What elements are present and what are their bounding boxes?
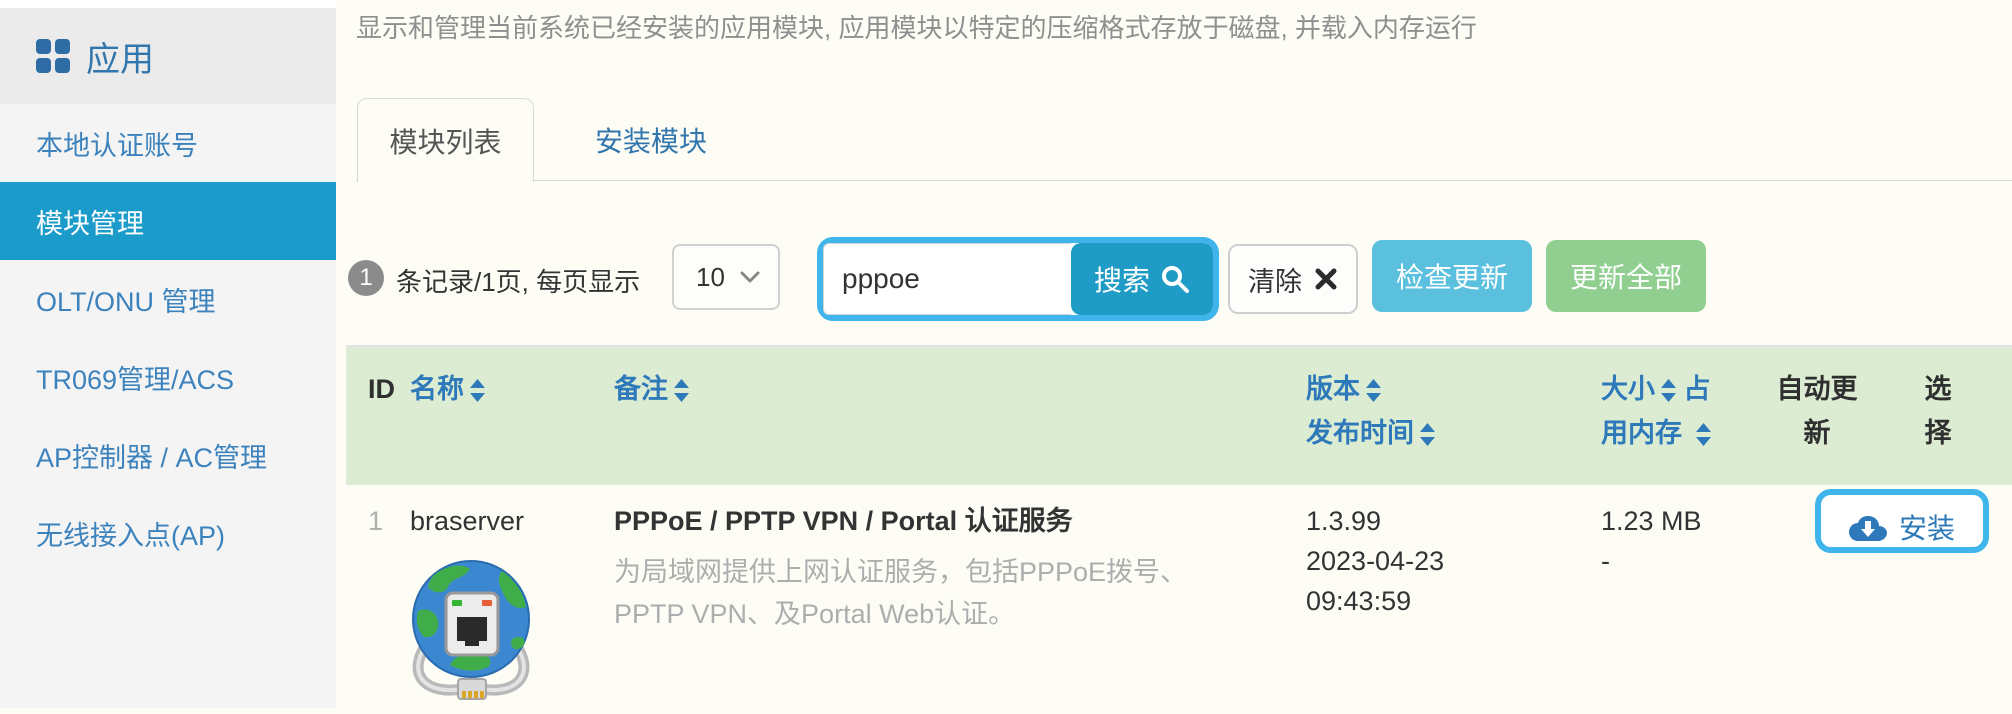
sort-icon <box>470 378 485 402</box>
sort-icon <box>1661 378 1676 402</box>
cell-version: 1.3.99 2023-04-23 09:43:59 <box>1306 485 1601 714</box>
sidebar-title: 应用 <box>86 40 154 79</box>
sidebar-menu: 本地认证账号 模块管理 OLT/ONU 管理 TR069管理/ACS AP控制器… <box>0 104 336 572</box>
tab-install-module[interactable]: 安装模块 <box>594 125 707 157</box>
column-header-remark: 备注 <box>614 347 1306 485</box>
search-button[interactable]: 搜索 <box>1071 243 1213 315</box>
page-description: 显示和管理当前系统已经安装的应用模块, 应用模块以特定的压缩格式存放于磁盘, 并… <box>356 13 1477 43</box>
module-table: ID 名称 备注 版本 发布时间 大小 占用内存 自动更新 <box>346 345 2012 707</box>
check-update-button[interactable]: 检查更新 <box>1372 240 1532 312</box>
cloud-download-icon <box>1848 516 1887 541</box>
column-header-select: 选择 <box>1924 374 1952 448</box>
cell-id: 1 <box>368 506 384 536</box>
search-input[interactable] <box>823 243 1071 315</box>
sidebar-top-strip <box>0 0 336 8</box>
toolbar: 1 条记录/1页, 每页显示 10 搜索 清除 <box>336 236 2012 326</box>
cell-size: 1.23 MB - <box>1601 485 1773 714</box>
sidebar-header: 应用 <box>0 8 336 104</box>
sidebar-item-local-auth-accounts[interactable]: 本地认证账号 <box>36 130 198 161</box>
tabs-bottom-border <box>356 180 2012 181</box>
module-release-time: 09:43:59 <box>1306 586 1412 616</box>
module-release-date: 2023-04-23 <box>1306 546 1445 576</box>
sidebar: 应用 本地认证账号 模块管理 OLT/ONU 管理 TR069管理/ACS AP… <box>0 0 336 708</box>
record-count-text: 条记录/1页, 每页显示 <box>396 267 641 297</box>
sort-remark[interactable]: 备注 <box>614 374 689 404</box>
sidebar-item-ap-controller[interactable]: AP控制器 / AC管理 <box>36 442 268 473</box>
table-row: 1 braserver <box>346 485 2012 707</box>
clear-button[interactable]: 清除 <box>1228 244 1358 314</box>
cell-remark: PPPoE / PPTP VPN / Portal 认证服务 为局域网提供上网认… <box>614 485 1306 714</box>
apps-grid-icon <box>36 39 70 73</box>
sidebar-item-module-management[interactable]: 模块管理 <box>0 182 336 260</box>
module-title: PPPoE / PPTP VPN / Portal 认证服务 <box>614 506 1073 536</box>
globe-network-icon <box>412 560 530 700</box>
sort-release-time[interactable]: 发布时间 <box>1306 418 1435 448</box>
page-size-select[interactable]: 10 <box>672 244 780 310</box>
record-count-badge: 1 <box>348 260 384 296</box>
column-header-size: 大小 占用内存 <box>1601 347 1773 485</box>
sidebar-item-olt-onu[interactable]: OLT/ONU 管理 <box>36 286 216 317</box>
module-description: 为局域网提供上网认证服务，包括PPPoE拨号、PPTP VPN、及Portal … <box>614 557 1188 629</box>
install-button[interactable]: 安装 <box>1815 489 1989 553</box>
install-button-label: 安装 <box>1898 513 1955 544</box>
search-icon <box>1162 266 1189 293</box>
sort-version[interactable]: 版本 <box>1306 374 1381 404</box>
column-header-version: 版本 发布时间 <box>1306 347 1601 485</box>
sort-icon <box>674 378 689 402</box>
sort-name[interactable]: 名称 <box>410 374 485 404</box>
page-size-value: 10 <box>696 261 725 292</box>
sort-size-memory[interactable]: 大小 占用内存 <box>1601 374 1711 448</box>
column-header-id: ID <box>368 374 395 404</box>
sort-icon <box>1695 422 1711 446</box>
sidebar-item-wireless-ap[interactable]: 无线接入点(AP) <box>36 520 225 551</box>
cell-name: braserver <box>410 485 614 714</box>
tab-module-list[interactable]: 模块列表 <box>357 98 534 182</box>
column-header-auto-update: 自动更新 <box>1776 374 1858 448</box>
update-all-button[interactable]: 更新全部 <box>1546 240 1706 312</box>
chevron-down-icon <box>740 271 760 283</box>
close-icon <box>1315 268 1337 290</box>
column-header-name: 名称 <box>410 347 614 485</box>
module-size: 1.23 MB <box>1601 506 1702 536</box>
clear-button-label: 清除 <box>1248 266 1302 297</box>
sort-icon <box>1366 378 1381 402</box>
search-group-highlight: 搜索 <box>817 237 1219 321</box>
table-header-row: ID 名称 备注 版本 发布时间 大小 占用内存 自动更新 <box>346 345 2012 485</box>
sidebar-item-tr069-acs[interactable]: TR069管理/ACS <box>36 364 235 395</box>
module-name: braserver <box>410 506 525 536</box>
module-version: 1.3.99 <box>1306 506 1382 536</box>
sort-icon <box>1420 422 1435 446</box>
module-memory: - <box>1601 546 1610 576</box>
main-content: 显示和管理当前系统已经安装的应用模块, 应用模块以特定的压缩格式存放于磁盘, 并… <box>336 0 2012 708</box>
search-button-label: 搜索 <box>1093 265 1150 296</box>
